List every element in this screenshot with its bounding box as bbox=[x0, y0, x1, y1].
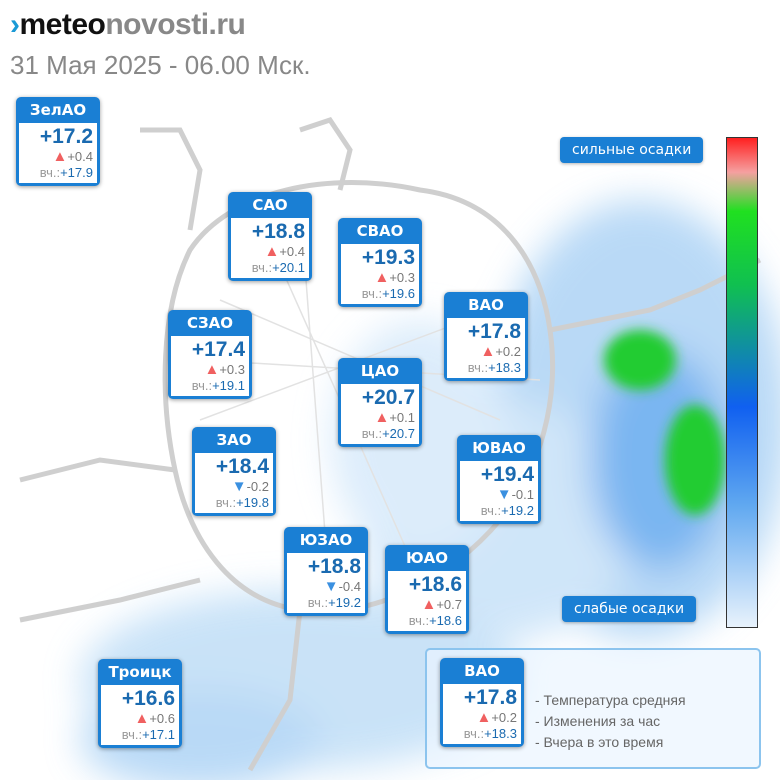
temperature: +20.7 bbox=[361, 386, 415, 409]
yesterday-temp: +18.3 bbox=[488, 360, 521, 375]
hourly-change: +0.7 bbox=[436, 597, 462, 612]
temperature: +17.8 bbox=[467, 320, 521, 343]
yesterday-label: вч.: bbox=[121, 727, 143, 742]
precipitation-scale-bar bbox=[726, 137, 758, 628]
hourly-change: +0.2 bbox=[495, 344, 521, 359]
yesterday-temp: +20.7 bbox=[382, 426, 415, 441]
trend-up-icon: ▲ bbox=[134, 710, 150, 727]
trend-up-icon: ▲ bbox=[52, 148, 68, 165]
hourly-change: +0.1 bbox=[389, 410, 415, 425]
yesterday-temp: +19.8 bbox=[236, 495, 269, 510]
temperature: +18.4 bbox=[215, 455, 269, 478]
trend-up-icon: ▲ bbox=[476, 709, 492, 726]
district-card: ЮАО +18.6 ▲+0.7 вч.:+18.6 bbox=[385, 545, 469, 634]
hourly-change: +0.3 bbox=[219, 362, 245, 377]
yesterday-label: вч.: bbox=[215, 495, 237, 510]
yesterday-temp: +19.2 bbox=[328, 595, 361, 610]
forecast-datetime: 31 Мая 2025 - 06.00 Мск. bbox=[10, 50, 311, 80]
temperature: +17.8 bbox=[463, 686, 517, 709]
hourly-change: +0.3 bbox=[389, 270, 415, 285]
district-name: ВАО bbox=[464, 662, 500, 680]
district-card: СЗАО +17.4 ▲+0.3 вч.:+19.1 bbox=[168, 310, 252, 399]
district-name: ЮВАО bbox=[472, 439, 526, 457]
yesterday-label: вч.: bbox=[463, 726, 485, 741]
district-name: ЮАО bbox=[406, 549, 448, 567]
district-name: ВАО bbox=[468, 296, 504, 314]
temperature: +17.2 bbox=[39, 125, 93, 148]
trend-up-icon: ▲ bbox=[204, 361, 220, 378]
district-name: ЗелАО bbox=[29, 101, 87, 119]
district-card: ЮЗАО +18.8 ▼-0.4 вч.:+19.2 bbox=[284, 527, 368, 616]
yesterday-temp: +20.1 bbox=[272, 260, 305, 275]
hourly-change: +0.4 bbox=[279, 244, 305, 259]
district-card: САО +18.8 ▲+0.4 вч.:+20.1 bbox=[228, 192, 312, 281]
yesterday-temp: +19.6 bbox=[382, 286, 415, 301]
yesterday-label: вч.: bbox=[361, 286, 383, 301]
trend-down-icon: ▼ bbox=[496, 486, 512, 503]
yesterday-temp: +18.6 bbox=[429, 613, 462, 628]
hourly-change: +0.2 bbox=[491, 710, 517, 725]
yesterday-label: вч.: bbox=[480, 503, 502, 518]
temperature: +16.6 bbox=[121, 687, 175, 710]
hourly-change: -0.1 bbox=[511, 487, 534, 502]
yesterday-temp: +17.9 bbox=[60, 165, 93, 180]
yesterday-temp: +17.1 bbox=[142, 727, 175, 742]
hourly-change: -0.4 bbox=[338, 579, 361, 594]
district-name: Троицк bbox=[108, 663, 172, 681]
scale-top-label: сильные осадки bbox=[560, 137, 704, 163]
district-card: Троицк +16.6 ▲+0.6 вч.:+17.1 bbox=[98, 659, 182, 748]
site-logo: ›meteonovosti.ru bbox=[10, 8, 246, 41]
hourly-change: +0.6 bbox=[149, 711, 175, 726]
yesterday-label: вч.: bbox=[307, 595, 329, 610]
district-name: ЮЗАО bbox=[299, 531, 353, 549]
hourly-change: -0.2 bbox=[246, 479, 269, 494]
yesterday-temp: +19.1 bbox=[212, 378, 245, 393]
legend-line: - Изменения за час bbox=[535, 713, 661, 729]
temperature: +19.4 bbox=[480, 463, 534, 486]
yesterday-temp: +19.2 bbox=[501, 503, 534, 518]
district-name: ЦАО bbox=[360, 362, 400, 380]
temperature: +18.8 bbox=[307, 555, 361, 578]
legend-line: - Вчера в это время bbox=[535, 734, 664, 750]
district-card: ЗелАО +17.2 ▲+0.4 вч.:+17.9 bbox=[16, 97, 100, 186]
district-name: САО bbox=[252, 196, 288, 214]
yesterday-label: вч.: bbox=[408, 613, 430, 628]
hourly-change: +0.4 bbox=[67, 149, 93, 164]
temperature: +18.8 bbox=[251, 220, 305, 243]
yesterday-label: вч.: bbox=[251, 260, 273, 275]
trend-up-icon: ▲ bbox=[264, 243, 280, 260]
district-name: СВАО bbox=[356, 222, 404, 240]
yesterday-label: вч.: bbox=[361, 426, 383, 441]
district-name: ЗАО bbox=[216, 431, 252, 449]
yesterday-label: вч.: bbox=[39, 165, 61, 180]
district-card: ВАО +17.8 ▲+0.2 вч.:+18.3 bbox=[444, 292, 528, 381]
district-card: СВАО +19.3 ▲+0.3 вч.:+19.6 bbox=[338, 218, 422, 307]
district-name: СЗАО bbox=[186, 314, 234, 332]
trend-up-icon: ▲ bbox=[374, 269, 390, 286]
district-card: ЦАО +20.7 ▲+0.1 вч.:+20.7 bbox=[338, 358, 422, 447]
yesterday-temp: +18.3 bbox=[484, 726, 517, 741]
legend-sample-card: ВАО +17.8 ▲+0.2 вч.:+18.3 bbox=[440, 658, 524, 747]
temperature: +17.4 bbox=[191, 338, 245, 361]
scale-bottom-label: слабые осадки bbox=[562, 596, 697, 622]
legend-line: - Температура средняя bbox=[535, 692, 686, 708]
temperature: +19.3 bbox=[361, 246, 415, 269]
trend-up-icon: ▲ bbox=[374, 409, 390, 426]
trend-down-icon: ▼ bbox=[231, 478, 247, 495]
district-card: ЮВАО +19.4 ▼-0.1 вч.:+19.2 bbox=[457, 435, 541, 524]
temperature: +18.6 bbox=[408, 573, 462, 596]
yesterday-label: вч.: bbox=[467, 360, 489, 375]
yesterday-label: вч.: bbox=[191, 378, 213, 393]
trend-up-icon: ▲ bbox=[480, 343, 496, 360]
trend-up-icon: ▲ bbox=[421, 596, 437, 613]
district-card: ЗАО +18.4 ▼-0.2 вч.:+19.8 bbox=[192, 427, 276, 516]
trend-down-icon: ▼ bbox=[323, 578, 339, 595]
legend-panel: ВАО +17.8 ▲+0.2 вч.:+18.3 - Температура … bbox=[425, 648, 761, 769]
